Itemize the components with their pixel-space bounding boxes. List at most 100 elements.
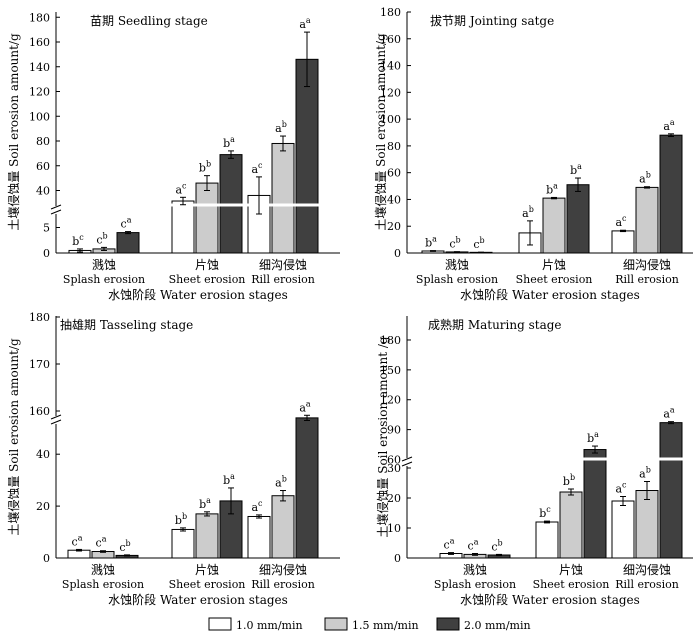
- x-category-label-cn: 细沟侵蚀: [623, 562, 671, 577]
- significance-label: ac: [615, 214, 627, 229]
- legend-swatch-1: [208, 617, 232, 631]
- bar-break: [659, 457, 683, 461]
- x-category-label-en: Sheet erosion: [169, 273, 246, 286]
- bar: [611, 500, 635, 559]
- y-tick-label: 5: [43, 222, 50, 235]
- y-axis-label: 土壤侵蚀量 Soil erosion amount/g: [6, 338, 21, 536]
- significance-label: cb: [473, 236, 484, 251]
- significance-label: ca: [121, 216, 132, 231]
- y-axis-label: 土壤侵蚀量 Soil erosion amount/g: [373, 33, 388, 231]
- significance-label: ab: [522, 205, 534, 220]
- axis-break-mark: [401, 456, 413, 462]
- y-tick-label: 60: [387, 167, 401, 180]
- significance-label: ac: [615, 481, 627, 496]
- significance-label: ac: [251, 161, 263, 176]
- x-axis-label: 水蚀阶段 Water erosion stages: [460, 287, 640, 302]
- significance-label: ba: [570, 162, 582, 177]
- y-tick-label: 0: [394, 552, 401, 565]
- bar-break: [195, 203, 219, 207]
- x-axis-label: 水蚀阶段 Water erosion stages: [108, 287, 288, 302]
- legend: 1.0 mm/min 1.5 mm/min 2.0 mm/min: [208, 617, 531, 632]
- y-tick-label: 180: [380, 334, 401, 347]
- x-category-label-cn: 细沟侵蚀: [259, 257, 307, 272]
- x-axis-label: 水蚀阶段 Water erosion stages: [108, 592, 288, 607]
- y-tick-label: 140: [29, 61, 50, 74]
- y-tick-label: 160: [29, 405, 50, 418]
- bar: [583, 449, 607, 559]
- significance-label: bb: [563, 473, 575, 488]
- legend-swatch-2: [324, 617, 348, 631]
- y-tick-label: 20: [36, 500, 50, 513]
- significance-label: ca: [72, 533, 83, 548]
- y-tick-label: 140: [380, 60, 401, 73]
- bar: [659, 422, 683, 559]
- y-tick-label: 20: [387, 492, 401, 505]
- significance-label: ba: [199, 496, 211, 511]
- x-category-label-cn: 片蚀: [195, 563, 219, 577]
- y-tick-label: 160: [29, 36, 50, 49]
- x-category-label-cn: 溅蚀: [92, 257, 116, 272]
- significance-label: aa: [299, 16, 311, 31]
- chart-panel-1: 苗期 Seedling stage 土壤侵蚀量 Soil erosion amou…: [6, 11, 340, 302]
- y-tick-label: 20: [387, 220, 401, 233]
- bar: [566, 184, 590, 254]
- y-tick-label: 90: [387, 424, 401, 437]
- x-category-label-cn: 片蚀: [195, 258, 219, 272]
- significance-label: ca: [96, 535, 107, 550]
- significance-label: ac: [251, 499, 263, 514]
- significance-label: bc: [539, 505, 551, 520]
- significance-label: ba: [223, 472, 235, 487]
- y-tick-label: 170: [29, 358, 50, 371]
- axis-break-mark: [401, 461, 413, 467]
- legend-label-1: 1.0 mm/min: [236, 619, 303, 632]
- axis-break-mark: [50, 414, 62, 420]
- x-category-label-en: Rill erosion: [615, 273, 679, 286]
- bar: [171, 200, 195, 254]
- significance-label: aa: [663, 118, 675, 133]
- bar: [271, 495, 295, 559]
- x-category-label-en: Splash erosion: [62, 578, 144, 591]
- x-category-label-cn: 片蚀: [542, 258, 566, 272]
- x-category-label-en: Sheet erosion: [533, 578, 610, 591]
- chart-title: 成熟期 Maturing stage: [428, 317, 562, 332]
- y-tick-label: 10: [387, 522, 401, 535]
- x-category-label-en: Rill erosion: [251, 578, 315, 591]
- x-category-label-cn: 细沟侵蚀: [623, 257, 671, 272]
- x-category-label-en: Splash erosion: [416, 273, 498, 286]
- x-category-label-en: Splash erosion: [434, 578, 516, 591]
- y-tick-label: 160: [380, 33, 401, 46]
- bar: [611, 230, 635, 254]
- chart-title: 苗期 Seedling stage: [90, 14, 208, 28]
- bar: [116, 232, 140, 254]
- significance-label: ba: [587, 430, 599, 445]
- axis-break-gap: [53, 416, 61, 424]
- y-tick-label: 150: [380, 364, 401, 377]
- x-category-label-cn: 溅蚀: [91, 562, 115, 577]
- x-category-label-en: Sheet erosion: [169, 578, 246, 591]
- axis-break-mark: [50, 419, 62, 425]
- bar: [195, 182, 219, 254]
- significance-label: aa: [663, 406, 675, 421]
- bar-break: [295, 203, 319, 207]
- y-tick-label: 180: [29, 11, 50, 24]
- y-tick-label: 120: [380, 86, 401, 99]
- bar: [659, 134, 683, 254]
- significance-label: ca: [444, 537, 455, 552]
- significance-label: ba: [546, 181, 558, 196]
- chart-panel-2: 拔节期 Jointing satge 土壤侵蚀量 Soil erosion amo…: [373, 6, 693, 302]
- bar: [271, 142, 295, 254]
- bar: [635, 186, 659, 254]
- y-tick-label: 40: [36, 185, 50, 198]
- axis-break-mark: [50, 209, 62, 215]
- y-tick-label: 120: [29, 86, 50, 99]
- significance-label: ab: [639, 171, 651, 186]
- y-tick-label: 40: [387, 193, 401, 206]
- y-tick-label: 40: [36, 448, 50, 461]
- y-tick-label: 120: [380, 394, 401, 407]
- x-category-label-en: Sheet erosion: [516, 273, 593, 286]
- bar-break: [271, 203, 295, 207]
- y-axis-label: 土壤侵蚀量 Soil erosion amount/g: [6, 33, 21, 231]
- significance-label: aa: [299, 399, 311, 414]
- y-tick-label: 30: [387, 462, 401, 475]
- x-category-label-cn: 溅蚀: [445, 257, 469, 272]
